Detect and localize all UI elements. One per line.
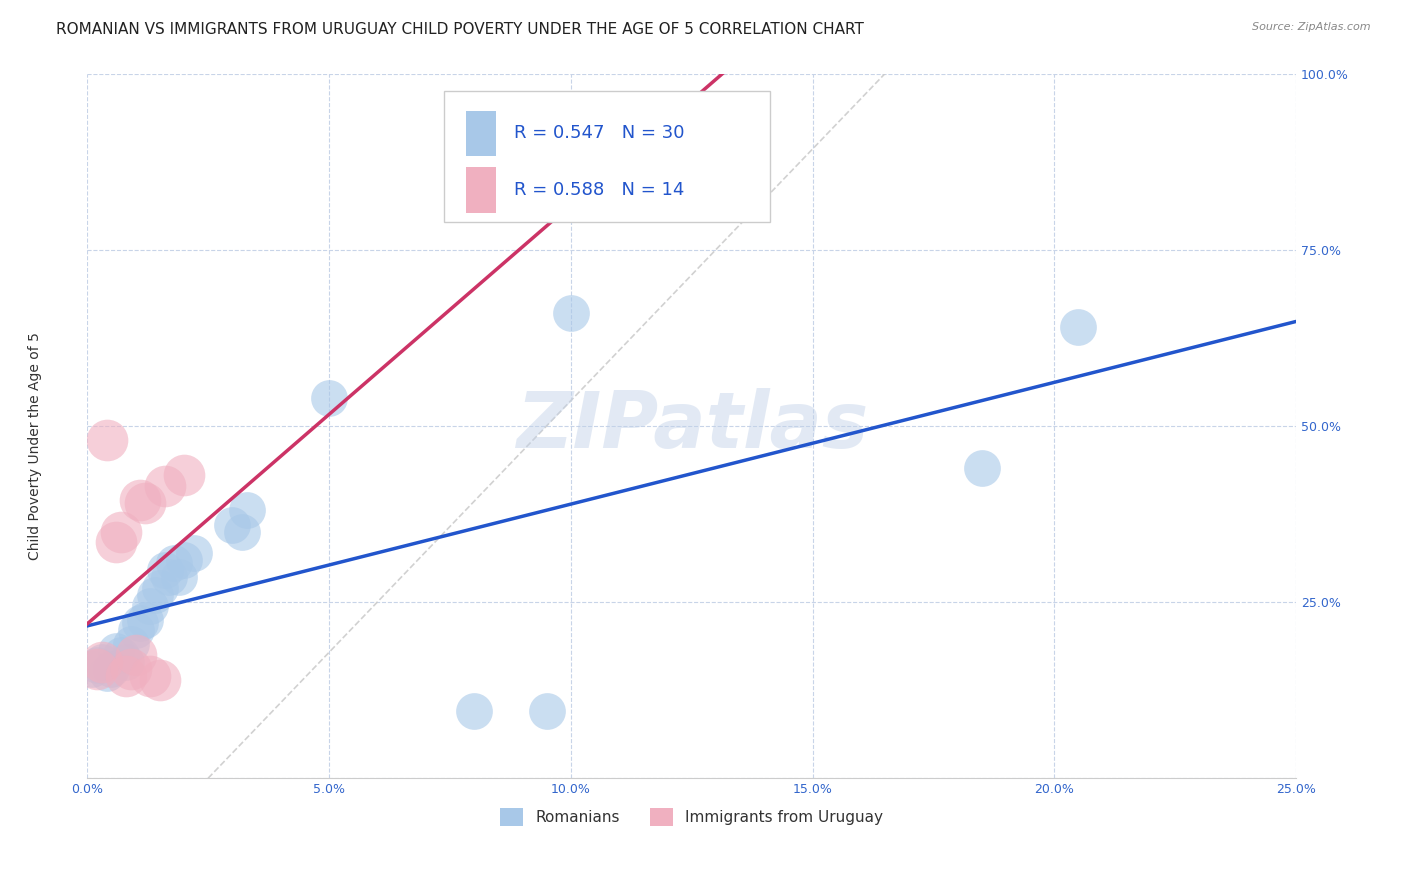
Point xyxy=(96,665,118,680)
Point xyxy=(463,704,485,718)
Point xyxy=(120,662,142,676)
Point xyxy=(86,662,108,676)
Text: Child Poverty Under the Age of 5: Child Poverty Under the Age of 5 xyxy=(28,332,42,560)
Point xyxy=(173,553,195,567)
Point xyxy=(90,655,112,669)
Point xyxy=(149,581,172,595)
Point xyxy=(105,644,128,658)
Point xyxy=(124,624,146,638)
Point xyxy=(139,599,162,613)
Point xyxy=(163,556,186,570)
FancyBboxPatch shape xyxy=(465,167,496,212)
Text: ROMANIAN VS IMMIGRANTS FROM URUGUAY CHILD POVERTY UNDER THE AGE OF 5 CORRELATION: ROMANIAN VS IMMIGRANTS FROM URUGUAY CHIL… xyxy=(56,22,865,37)
Point xyxy=(1067,320,1090,334)
Point xyxy=(96,433,118,447)
FancyBboxPatch shape xyxy=(465,111,496,156)
Point xyxy=(134,496,156,510)
Point xyxy=(153,479,176,493)
Text: ZIPatlas: ZIPatlas xyxy=(516,388,868,464)
Point xyxy=(221,517,243,532)
Point xyxy=(115,655,138,669)
Point xyxy=(80,662,103,676)
Point xyxy=(120,637,142,651)
Point xyxy=(970,461,993,475)
Point xyxy=(173,468,195,483)
Text: R = 0.588   N = 14: R = 0.588 N = 14 xyxy=(515,181,685,199)
Point xyxy=(236,503,259,517)
Point xyxy=(86,658,108,673)
Point xyxy=(124,648,146,662)
Point xyxy=(139,669,162,683)
Legend: Romanians, Immigrants from Uruguay: Romanians, Immigrants from Uruguay xyxy=(492,800,891,834)
Point xyxy=(159,570,181,584)
FancyBboxPatch shape xyxy=(444,91,770,221)
Point xyxy=(105,535,128,549)
Point xyxy=(100,662,122,676)
Point xyxy=(560,306,582,320)
Point xyxy=(143,588,166,602)
Point xyxy=(231,524,253,539)
Point xyxy=(153,563,176,577)
Point xyxy=(110,524,132,539)
Point xyxy=(167,570,190,584)
Point xyxy=(149,673,172,687)
Text: R = 0.547   N = 30: R = 0.547 N = 30 xyxy=(515,124,685,143)
Point xyxy=(536,704,558,718)
Point xyxy=(318,391,340,405)
Point xyxy=(129,492,152,507)
Point xyxy=(115,669,138,683)
Text: Source: ZipAtlas.com: Source: ZipAtlas.com xyxy=(1253,22,1371,32)
Point xyxy=(134,613,156,627)
Point xyxy=(183,546,205,560)
Point xyxy=(129,616,152,631)
Point xyxy=(90,655,112,669)
Point xyxy=(110,648,132,662)
